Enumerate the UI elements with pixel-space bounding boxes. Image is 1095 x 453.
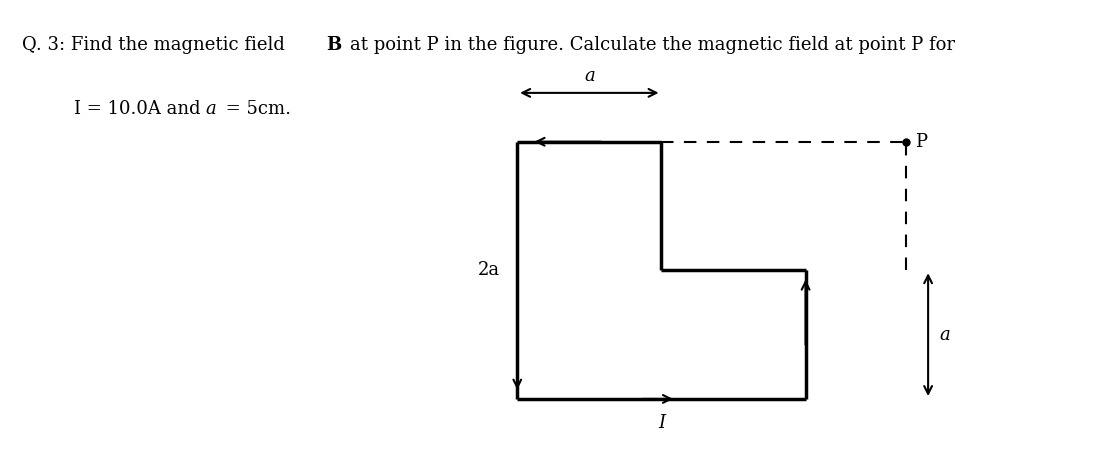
Text: 2a: 2a xyxy=(477,261,500,280)
Text: B: B xyxy=(326,36,342,54)
Text: I: I xyxy=(658,414,665,432)
Text: a: a xyxy=(940,326,950,344)
Text: at point P in the figure. Calculate the magnetic field at point P for: at point P in the figure. Calculate the … xyxy=(350,36,956,54)
Text: I = 10.0A and: I = 10.0A and xyxy=(74,100,207,118)
Text: a: a xyxy=(584,67,595,85)
Text: a: a xyxy=(206,100,217,118)
Text: P: P xyxy=(915,133,927,151)
Text: = 5cm.: = 5cm. xyxy=(220,100,291,118)
Text: Q. 3: Find the magnetic field: Q. 3: Find the magnetic field xyxy=(22,36,290,54)
